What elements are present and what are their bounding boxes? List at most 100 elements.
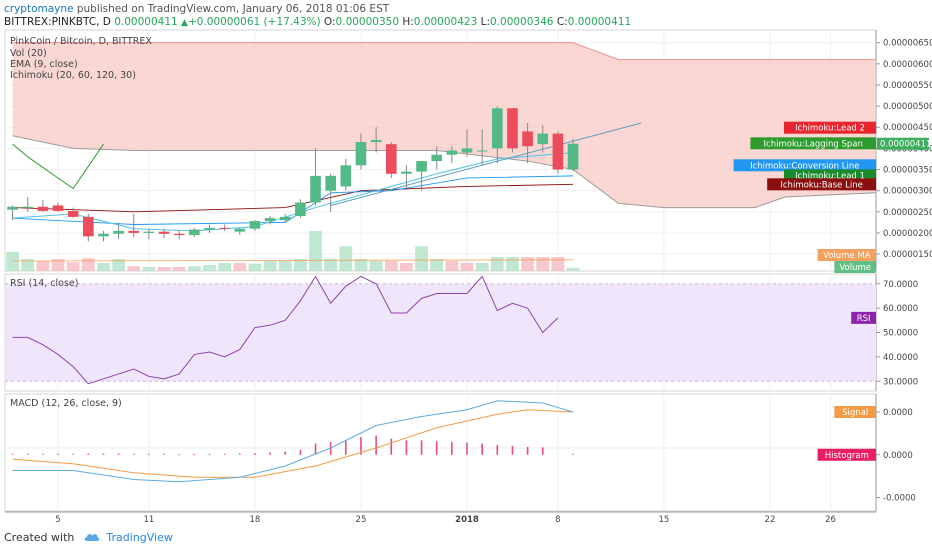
candle-body-9 <box>143 231 155 233</box>
histogram-tag-group: Histogram <box>817 448 876 461</box>
histogram-bar-28 <box>435 441 438 455</box>
author-link[interactable]: cryptomayne <box>4 3 74 15</box>
histogram-bar-25 <box>390 438 393 455</box>
price-label-0: Ichimoku:Lead 2 <box>795 124 865 134</box>
created-with-text: Created with <box>4 531 75 544</box>
volume-bar-22 <box>339 246 353 271</box>
histogram-bar-30 <box>466 442 468 455</box>
price-tick-label-3: 0.00000300 <box>883 187 932 197</box>
rsi-tick-label-4: 70.0000 <box>883 280 918 290</box>
volume-bar-6 <box>97 263 110 271</box>
signal-tag-bg <box>834 406 876 418</box>
price-label-3-bg <box>733 159 876 172</box>
price-label-4: Ichimoku:Lead 1 <box>795 171 865 181</box>
publish-line: cryptomayne published on TradingView.com… <box>4 3 924 16</box>
candle-body-22 <box>340 165 352 187</box>
volume-bar-37 <box>566 267 580 271</box>
volume-bar-36 <box>551 257 565 271</box>
candle-body-16 <box>249 221 261 229</box>
volume-bar-14 <box>218 263 232 271</box>
low-label: L: <box>480 16 490 28</box>
close-value: 0.00000411 <box>567 16 632 28</box>
volume-bar-31 <box>475 263 489 271</box>
time-tick-label-4: 2018 <box>455 515 479 525</box>
rsi-tick-label-0: 30.0000 <box>883 377 918 387</box>
candle-body-30 <box>461 148 473 153</box>
histogram-bar-4 <box>72 453 74 455</box>
histogram-tag-bg <box>817 448 876 461</box>
histogram-bar-17 <box>269 452 271 455</box>
histogram-bar-18 <box>284 451 287 455</box>
price-tick-label-9: 0.00000600 <box>883 60 932 70</box>
candle-body-0 <box>7 206 18 210</box>
volume-tag: Volume <box>839 263 871 273</box>
candle-body-19 <box>295 202 306 217</box>
signal-tag: Signal <box>842 408 868 418</box>
histogram-bar-10 <box>163 453 165 455</box>
histogram-bar-5 <box>87 453 90 455</box>
rsi-pane-title: RSI (14, close) <box>10 278 78 289</box>
volume-bar-35 <box>536 257 550 271</box>
close-label: C: <box>556 16 568 28</box>
volume-bar-26 <box>400 263 413 271</box>
macd-line <box>12 400 574 483</box>
volume-bar-1 <box>21 259 35 271</box>
histogram-bar-6 <box>102 453 105 455</box>
histogram-bar-12 <box>193 454 196 456</box>
rsi-current-tag-group: RSI <box>851 311 876 324</box>
histogram-bar-19 <box>299 449 302 455</box>
volume-bar-25 <box>384 261 398 271</box>
rsi-current-tag: RSI <box>857 314 871 324</box>
footer: Created with TradingView <box>4 531 173 545</box>
ichimoku-lead2-line <box>12 42 876 61</box>
volume-bar-11 <box>172 267 186 271</box>
time-tick-label-8: 26 <box>825 515 836 525</box>
rsi-current-tag-bg <box>851 311 876 324</box>
macd-tick-label-1: 0.0000 <box>883 451 913 461</box>
open-value: 0.00000350 <box>335 16 400 28</box>
candle-body-34 <box>522 131 533 147</box>
tradingview-brand[interactable]: TradingView <box>106 531 173 544</box>
candle-body-21 <box>325 175 336 191</box>
volume-bar-32 <box>490 257 504 271</box>
candle-body-20 <box>310 175 321 203</box>
price-tick-label-6: 0.00000450 <box>883 123 932 133</box>
price-tick-label-1: 0.00000200 <box>883 229 932 239</box>
candle-body-17 <box>264 218 276 222</box>
signal-tag-group: Signal <box>834 406 876 418</box>
volume-bar-0 <box>6 251 19 271</box>
candle-body-37 <box>567 143 579 170</box>
volume-bar-34 <box>521 257 534 271</box>
candle-body-27 <box>416 161 427 172</box>
histogram-bar-33 <box>511 445 514 455</box>
candle-body-31 <box>476 150 488 152</box>
indicator-ema: EMA (9, close) <box>10 59 78 70</box>
volume-bar-30 <box>460 263 474 271</box>
candle-body-8 <box>128 230 140 233</box>
volume-bar-21 <box>324 259 338 271</box>
volume-bar-23 <box>354 259 368 271</box>
histogram-bar-7 <box>117 453 120 455</box>
main-pane-title: PinkCoin / Bitcoin, D, BITTREX <box>10 36 152 47</box>
price-label-5-bg <box>767 178 876 191</box>
price-tick-label-10: 0.00000650 <box>883 39 932 49</box>
chart-header: cryptomayne published on TradingView.com… <box>4 3 924 30</box>
candle-body-15 <box>234 228 246 232</box>
candle-body-25 <box>385 144 397 174</box>
histogram-bar-22 <box>345 440 347 455</box>
candle-body-33 <box>507 108 518 149</box>
ichimoku-cloud <box>12 42 876 208</box>
histogram-bar-0 <box>11 453 14 455</box>
histogram-bar-2 <box>42 453 44 455</box>
volume-bar-20 <box>309 231 322 271</box>
signal-line <box>12 409 574 478</box>
candle-body-11 <box>173 233 185 236</box>
candle-body-5 <box>83 216 94 237</box>
price-label-0-bg <box>784 121 876 134</box>
indicator-ichimoku: Ichimoku (20, 60, 120, 30) <box>10 70 136 81</box>
histogram-tag: Histogram <box>825 451 869 461</box>
volume-bar-10 <box>157 267 171 271</box>
tradingview-cloud-icon <box>84 532 100 545</box>
pane-frame-2 <box>4 393 877 512</box>
